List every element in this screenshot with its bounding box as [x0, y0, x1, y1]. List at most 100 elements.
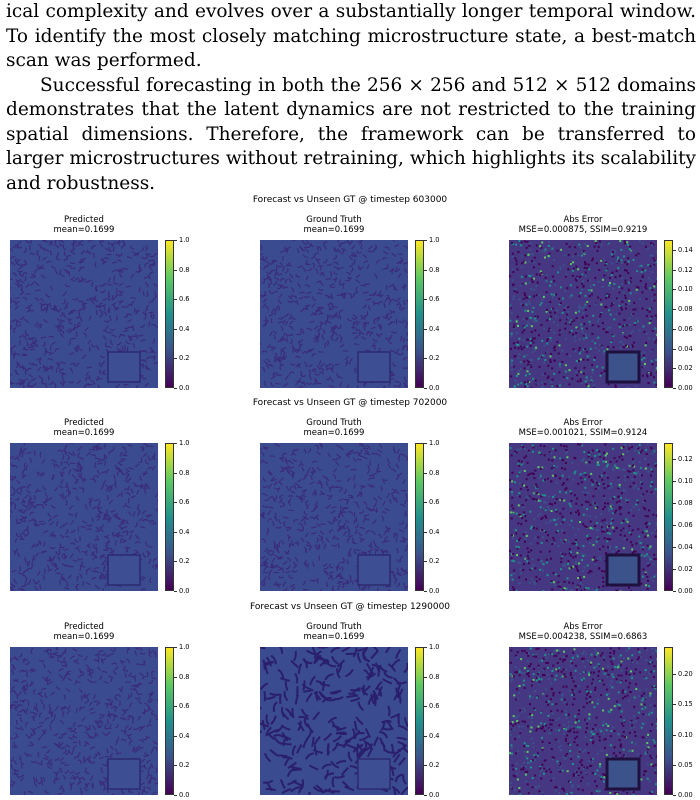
- colorbar-tick-label: 0.2: [429, 761, 440, 770]
- colorbar-tick-label: 0.6: [429, 702, 440, 711]
- colorbar-tick: [673, 348, 676, 350]
- error-map: [509, 443, 657, 591]
- row-title: Forecast vs Unseen GT @ timestep 702000: [252, 398, 448, 408]
- colorbar-tick-label: 0.4: [179, 324, 190, 333]
- colorbar-tick-label: 1.0: [429, 643, 440, 651]
- colorbar-tick-label: 0.8: [179, 265, 190, 274]
- colorbar: [415, 240, 424, 388]
- colorbar-tick: [174, 240, 177, 241]
- colorbar-tick: [424, 269, 427, 271]
- colorbar-tick-label: 0.0: [179, 384, 190, 392]
- colorbar-tick: [174, 502, 177, 504]
- colorbar: [165, 240, 174, 388]
- error-map: [509, 240, 657, 388]
- colorbar-tick: [424, 502, 427, 504]
- colorbar-tick: [673, 704, 676, 706]
- colorbar-tick: [424, 388, 427, 389]
- colorbar: [664, 240, 673, 388]
- colorbar-tick: [424, 795, 427, 796]
- panel-title: Ground Truth mean=0.1699: [224, 622, 444, 642]
- body-text: ical complexity and evolves over a subst…: [6, 0, 696, 196]
- colorbar-tick-label: 0.08: [678, 305, 693, 314]
- colorbar-tick-label: 0.08: [678, 499, 693, 508]
- colorbar-tick: [424, 735, 427, 737]
- colorbar-tick-label: 0.4: [429, 731, 440, 740]
- colorbar-tick: [673, 368, 676, 370]
- panel-title: Abs Error MSE=0.004238, SSIM=0.6863: [473, 622, 693, 642]
- colorbar-tick-label: 0.0: [179, 791, 190, 799]
- colorbar-tick: [673, 309, 676, 311]
- colorbar-tick-label: 0.6: [179, 498, 190, 507]
- colorbar-tick: [174, 443, 177, 444]
- error-heatmap: [509, 647, 657, 795]
- microstructure-field: [260, 443, 408, 591]
- colorbar-tick-label: 0.0: [429, 791, 440, 799]
- colorbar-tick-label: 0.10: [678, 285, 693, 294]
- colorbar-tick: [174, 561, 177, 563]
- field-map: [10, 240, 158, 388]
- panel-title-name: Abs Error: [563, 622, 603, 632]
- field-map: [10, 647, 158, 795]
- panel-title-name: Predicted: [64, 215, 104, 225]
- colorbar-tick: [673, 525, 676, 527]
- field-map: [260, 443, 408, 591]
- colorbar-tick: [174, 299, 177, 301]
- colorbar-tick: [174, 328, 177, 330]
- panel-title: Predicted mean=0.1699: [0, 622, 194, 642]
- panel-title-metric: mean=0.1699: [303, 225, 365, 235]
- row-title: Forecast vs Unseen GT @ timestep 1290000: [249, 602, 451, 612]
- colorbar-tick-label: 0.00: [678, 384, 693, 392]
- colorbar-tick-label: 1.0: [429, 439, 440, 447]
- colorbar-tick: [174, 472, 177, 474]
- colorbar-tick-label: 0.20: [678, 670, 693, 679]
- colorbar-tick: [673, 795, 676, 796]
- colorbar-tick: [673, 503, 676, 505]
- panel-title: Predicted mean=0.1699: [0, 215, 194, 235]
- colorbar-tick: [424, 765, 427, 767]
- colorbar-tick: [424, 240, 427, 241]
- colorbar-tick-label: 0.8: [429, 672, 440, 681]
- colorbar-tick: [673, 764, 676, 766]
- colorbar: [415, 647, 424, 795]
- colorbar-tick: [424, 443, 427, 444]
- colorbar-tick-label: 0.14: [678, 245, 693, 254]
- colorbar-tick: [424, 706, 427, 708]
- colorbar: [664, 443, 673, 591]
- colorbar-tick-label: 0.2: [179, 761, 190, 770]
- colorbar-tick: [424, 676, 427, 678]
- colorbar-tick: [174, 765, 177, 767]
- colorbar-tick-label: 0.2: [179, 557, 190, 566]
- forecast-figure: Forecast vs Unseen GT @ timestep 603000 P…: [0, 195, 700, 800]
- panel-title-metric: MSE=0.001021, SSIM=0.9124: [518, 428, 648, 438]
- colorbar-tick-label: 0.4: [429, 324, 440, 333]
- colorbar-tick-label: 0.02: [678, 565, 693, 574]
- colorbar-tick-label: 0.8: [179, 672, 190, 681]
- colorbar-tick-label: 0.8: [429, 468, 440, 477]
- colorbar-tick-label: 0.06: [678, 324, 693, 333]
- colorbar-tick-label: 0.8: [179, 468, 190, 477]
- colorbar-tick: [424, 472, 427, 474]
- colorbar-tick-label: 0.12: [678, 265, 693, 274]
- panel-title-metric: MSE=0.000875, SSIM=0.9219: [518, 225, 648, 235]
- panel-title: Ground Truth mean=0.1699: [224, 418, 444, 438]
- colorbar-tick-label: 0.06: [678, 521, 693, 530]
- colorbar-tick-label: 0.10: [678, 477, 693, 486]
- colorbar-tick: [673, 249, 676, 251]
- colorbar-tick-label: 0.2: [429, 354, 440, 363]
- colorbar-tick-label: 1.0: [179, 439, 190, 447]
- colorbar-tick: [174, 269, 177, 271]
- colorbar-tick: [174, 647, 177, 648]
- colorbar-tick: [174, 531, 177, 533]
- colorbar-tick: [673, 459, 676, 461]
- panel-title-metric: mean=0.1699: [303, 428, 365, 438]
- colorbar-tick-label: 0.12: [678, 455, 693, 464]
- colorbar-tick: [174, 735, 177, 737]
- colorbar-tick-label: 0.6: [179, 702, 190, 711]
- colorbar-tick-label: 0.0: [429, 384, 440, 392]
- colorbar-tick-label: 0.04: [678, 344, 693, 353]
- row-title: Forecast vs Unseen GT @ timestep 603000: [252, 195, 448, 205]
- panel-title-name: Ground Truth: [306, 418, 362, 428]
- colorbar-tick: [673, 591, 676, 592]
- panel-title-name: Ground Truth: [306, 622, 362, 632]
- colorbar-tick-label: 0.2: [429, 557, 440, 566]
